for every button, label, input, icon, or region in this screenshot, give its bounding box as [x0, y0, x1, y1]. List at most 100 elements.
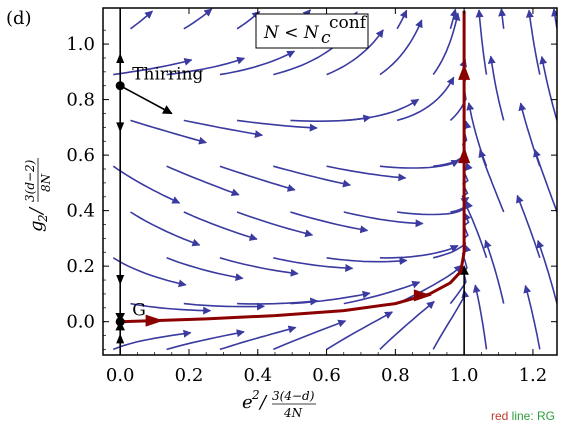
x-tick-label: 0.6	[312, 365, 341, 386]
y-tick-label: 0.2	[66, 256, 95, 277]
rg-arrow	[458, 147, 471, 164]
stream-line	[449, 8, 458, 30]
stream-line	[484, 239, 505, 304]
stream-line	[236, 119, 318, 132]
stream-line	[183, 119, 263, 138]
x-tick-label: 1.2	[519, 365, 548, 386]
stream-line	[112, 165, 181, 204]
stream-line	[487, 55, 505, 121]
y-tick-label: 0.6	[66, 145, 95, 166]
stream-line	[273, 257, 354, 272]
stream-line	[166, 165, 240, 197]
stream-line	[396, 76, 455, 122]
svg-text:/: /	[26, 206, 47, 216]
stream-line	[379, 19, 423, 76]
stream-line	[273, 40, 342, 76]
svg-text:3(d−2): 3(d−2)	[23, 159, 37, 202]
rg-line	[120, 10, 466, 324]
stream-line	[516, 194, 541, 259]
black-flow-lines	[115, 8, 469, 355]
svg-text:2: 2	[36, 214, 50, 223]
stream-line	[518, 102, 541, 167]
condition-box: N < N c conf	[255, 13, 369, 49]
fixed-point-label: Thirring	[132, 65, 203, 85]
x-axis-label: e 2 / 3(4−d) 4N	[242, 388, 316, 420]
y-axis-flow-arrow	[116, 333, 125, 344]
svg-text:conf: conf	[329, 13, 368, 33]
axis-ticks: 0.0 0.2 0.4 0.6 0.8 1.0 1.2 0.0 0.2 0.4 0.6 0.8 1.0	[66, 8, 557, 386]
stream-line	[460, 196, 488, 259]
stream-line	[219, 50, 296, 76]
stream-line	[326, 311, 394, 351]
stream-line	[343, 98, 420, 122]
stream-line	[525, 9, 541, 75]
footnote: red line: RG	[490, 409, 555, 423]
y-axis-label: g 2 / 3(d−2) 8N	[23, 158, 53, 232]
stream-line	[219, 325, 297, 351]
rg-arrow	[413, 289, 432, 302]
stream-line	[432, 12, 461, 76]
y-axis-flow-arrow	[116, 275, 125, 286]
stream-line	[326, 256, 408, 265]
svg-text:8N: 8N	[39, 173, 53, 192]
stream-lines	[112, 8, 557, 351]
stream-line	[379, 300, 435, 350]
stream-line	[343, 280, 421, 305]
stream-line	[290, 211, 369, 234]
x-tick-label: 1.0	[450, 365, 479, 386]
condition-text: N < N	[263, 23, 320, 43]
stream-line	[290, 290, 371, 305]
svg-text:3(4−d): 3(4−d)	[272, 389, 315, 403]
svg-text:c: c	[321, 28, 331, 48]
stream-line	[273, 165, 351, 188]
x-tick-label: 0.2	[175, 365, 204, 386]
svg-text:g: g	[26, 220, 47, 232]
stream-line	[272, 319, 347, 351]
stream-line	[498, 8, 507, 29]
stream-line	[466, 102, 488, 167]
rg-arrow	[145, 314, 164, 327]
stream-line	[219, 165, 296, 192]
fixed-point-label: G	[132, 301, 146, 321]
plot-frame	[102, 7, 558, 356]
stream-line	[343, 211, 424, 228]
fixed-point-marker	[115, 81, 125, 91]
svg-text:/: /	[258, 392, 268, 413]
fixed-points: Thirring G	[115, 65, 204, 327]
stream-line	[379, 244, 459, 259]
stream-line	[523, 284, 541, 350]
stream-line	[166, 257, 244, 282]
stream-line	[536, 239, 557, 304]
stream-line	[166, 56, 246, 76]
stream-line	[396, 200, 473, 216]
stream-line	[236, 211, 314, 238]
panel-label: (d)	[6, 8, 32, 29]
rg-arrow	[458, 63, 471, 80]
y-tick-label: 0.0	[66, 312, 95, 333]
y-tick-label: 1.0	[66, 34, 95, 55]
x-tick-label: 0.4	[243, 365, 272, 386]
stream-line	[183, 302, 265, 311]
stream-line	[130, 211, 201, 247]
y-tick-label: 0.8	[66, 90, 95, 111]
svg-text:e: e	[242, 392, 253, 413]
fixed-point-marker	[115, 317, 125, 327]
stream-line	[130, 119, 207, 145]
stream-line	[432, 289, 470, 350]
stream-line	[113, 57, 193, 76]
y-tick-label: 0.4	[66, 201, 95, 222]
stream-line	[112, 257, 187, 288]
x-tick-label: 0.8	[381, 365, 410, 386]
black-flow-line	[119, 85, 173, 115]
svg-text:4N: 4N	[283, 406, 303, 420]
y-axis-flow-arrow	[116, 52, 125, 63]
stream-line	[539, 55, 557, 121]
stream-line	[166, 329, 245, 351]
svg-text:2: 2	[251, 388, 260, 402]
stream-line	[183, 8, 213, 30]
stream-line	[396, 9, 408, 30]
stream-line	[183, 211, 258, 241]
stream-line	[326, 29, 384, 76]
stream-line	[472, 284, 488, 350]
